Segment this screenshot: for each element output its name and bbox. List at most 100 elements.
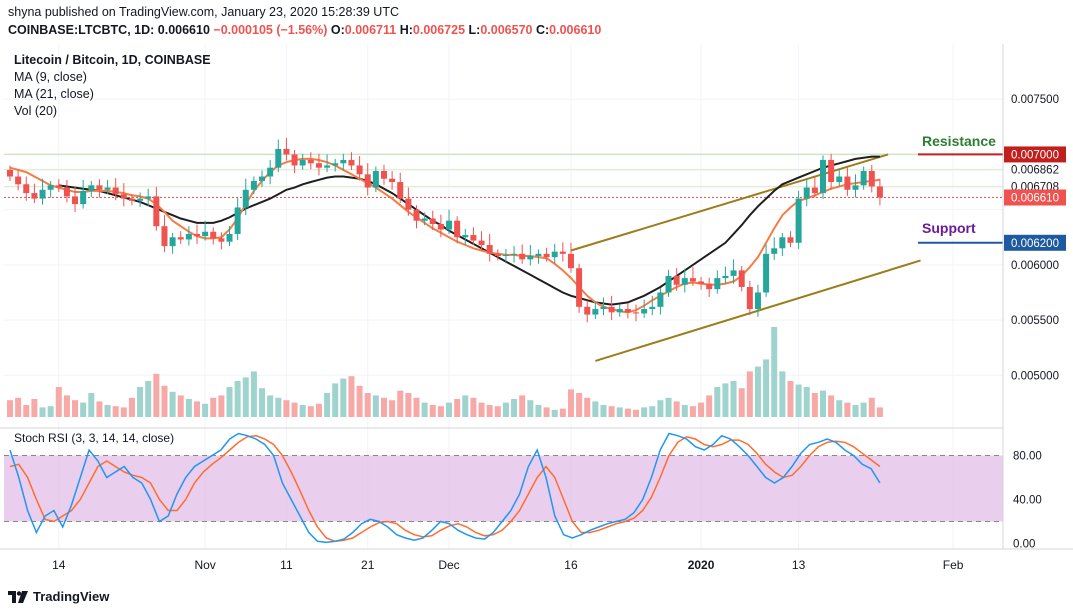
candle-body bbox=[706, 283, 713, 290]
close-label: C: bbox=[535, 23, 550, 37]
price-tick-label: 0.006200 bbox=[1011, 238, 1059, 250]
candle-body bbox=[576, 268, 583, 307]
candle-body bbox=[267, 167, 274, 177]
stoch-rsi-pane bbox=[0, 427, 1003, 544]
candle-body bbox=[47, 185, 54, 190]
volume-bar bbox=[177, 395, 184, 417]
candle-body bbox=[128, 198, 135, 201]
volume-bar bbox=[600, 405, 607, 417]
candle-body bbox=[559, 251, 566, 254]
stoch-k-line bbox=[9, 432, 881, 544]
volume-bar bbox=[104, 405, 111, 417]
volume-bar bbox=[868, 397, 875, 417]
candle-body bbox=[31, 193, 38, 199]
candle-body bbox=[649, 306, 656, 310]
volume-bar bbox=[275, 397, 282, 417]
open-label: O: bbox=[330, 23, 345, 37]
volume-bar bbox=[307, 406, 314, 417]
volume-bar bbox=[454, 399, 461, 417]
volume-bar bbox=[324, 393, 331, 417]
volume-bar bbox=[852, 405, 859, 417]
legend: Litecoin / Bitcoin, 1D, COINBASE MA (9, … bbox=[14, 53, 996, 445]
volume-bar bbox=[88, 393, 95, 417]
candle-body bbox=[88, 185, 95, 191]
volume-bar bbox=[486, 405, 493, 417]
candle-body bbox=[860, 171, 867, 186]
volume-bar bbox=[15, 397, 22, 417]
volume-bar bbox=[608, 406, 615, 417]
stoch-title: Stoch RSI (3, 3, 14, 14, close) bbox=[14, 431, 174, 445]
time-tick-label: Dec bbox=[438, 558, 459, 572]
last-price: 0.006610 bbox=[157, 23, 210, 37]
volume-bar bbox=[706, 395, 713, 417]
candle-body bbox=[633, 312, 640, 314]
high-label: H: bbox=[399, 23, 413, 37]
footer: TradingView bbox=[8, 589, 109, 604]
volume-bars bbox=[7, 327, 883, 417]
overlay-lines bbox=[4, 153, 1003, 362]
close-value: 0.006610 bbox=[549, 23, 602, 37]
volume-bar bbox=[340, 378, 347, 417]
volume-bar bbox=[592, 401, 599, 417]
volume-bar bbox=[55, 387, 62, 417]
candle-body bbox=[291, 154, 298, 166]
candle-body bbox=[616, 309, 623, 313]
volume-bar bbox=[112, 406, 119, 417]
candle-body bbox=[332, 163, 339, 166]
volume-bar bbox=[811, 393, 818, 417]
volume-bar bbox=[210, 397, 217, 417]
volume-bar bbox=[267, 395, 274, 417]
price-chart[interactable]: 0.0070000.0068620.0067080.0066100.006200… bbox=[0, 44, 1073, 584]
candle-body bbox=[462, 235, 469, 238]
open-value: 0.006711 bbox=[344, 23, 397, 37]
volume-bar bbox=[722, 383, 729, 417]
volume-bar bbox=[23, 405, 30, 417]
candle-body bbox=[210, 231, 217, 239]
volume-bar bbox=[96, 401, 103, 417]
candle-body bbox=[324, 165, 331, 168]
candle-body bbox=[820, 159, 826, 194]
candle-body bbox=[161, 226, 168, 247]
volume-bar bbox=[559, 408, 566, 417]
volume-bar bbox=[714, 387, 721, 417]
stoch-tick-label: 80.00 bbox=[1013, 451, 1042, 463]
volume-bar bbox=[226, 387, 233, 417]
price-tick-label: 0.006000 bbox=[1011, 260, 1059, 272]
volume-bar bbox=[502, 402, 509, 417]
candle-body bbox=[779, 237, 786, 249]
candle-body bbox=[72, 196, 79, 205]
candle-body bbox=[852, 185, 859, 190]
publish-info: shyna published on TradingView.com, Janu… bbox=[8, 5, 399, 19]
volume-bar bbox=[137, 387, 144, 417]
candle-body bbox=[283, 148, 290, 155]
volume-bar bbox=[145, 381, 152, 417]
volume-bar bbox=[47, 406, 54, 417]
candle-body bbox=[39, 189, 46, 199]
candle-body bbox=[259, 176, 266, 181]
candle-body bbox=[478, 240, 485, 245]
candlesticks bbox=[7, 137, 883, 323]
volume-bar bbox=[844, 402, 851, 417]
axes: 0.0070000.0068620.0067080.0066100.006200… bbox=[0, 44, 1073, 572]
volume-bar bbox=[348, 376, 355, 417]
volume-bar bbox=[389, 400, 396, 417]
candle-body bbox=[15, 176, 22, 185]
volume-bar bbox=[283, 400, 290, 417]
price-tick-label: 0.006610 bbox=[1011, 193, 1059, 205]
candle-body bbox=[421, 218, 428, 221]
volume-bar bbox=[836, 400, 843, 417]
volume-bar bbox=[153, 373, 160, 417]
candle-body bbox=[470, 235, 477, 241]
candle-body bbox=[137, 198, 144, 201]
volume-bar bbox=[511, 399, 518, 417]
candle-body bbox=[120, 194, 127, 199]
candle-body bbox=[811, 187, 818, 194]
candle-body bbox=[389, 178, 396, 183]
volume-bar bbox=[576, 393, 583, 417]
candle-body bbox=[876, 186, 883, 198]
volume-bar bbox=[397, 390, 404, 417]
volume-bar bbox=[437, 406, 444, 417]
volume-bar bbox=[795, 384, 802, 417]
stoch-d-line bbox=[9, 434, 881, 543]
volume-bar bbox=[754, 366, 761, 417]
